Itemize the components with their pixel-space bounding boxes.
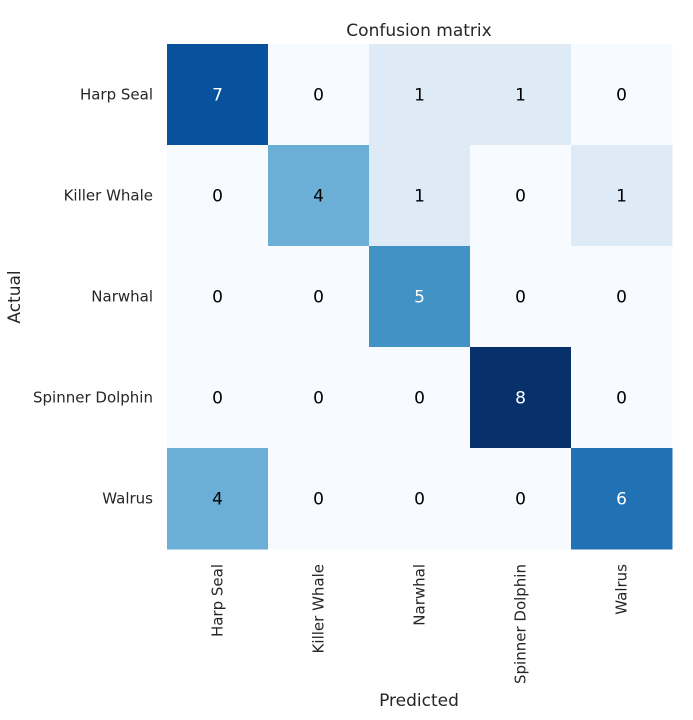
cell-value-label: 7 [212, 86, 223, 106]
cell-value-label: 1 [414, 187, 425, 207]
heatmap-cell-harp-seal-killer-whale [268, 44, 370, 146]
cell-value-label: 0 [616, 288, 627, 308]
y-tick-label-killer-whale: Killer Whale [64, 187, 153, 205]
cell-value-label: 1 [515, 86, 526, 106]
y-axis-tick-labels: Harp Seal Killer Whale Narwhal Spinner Dolp… [33, 86, 153, 508]
heatmap-cell-walrus-narwhal [369, 448, 471, 550]
cell-value-label: 0 [414, 389, 425, 409]
heatmap-cell-narwhal-spinner-dolphin [470, 246, 572, 348]
cell-value-label: 0 [212, 288, 223, 308]
heatmap-cell-spinner-dolphin-killer-whale [268, 347, 370, 449]
cell-value-label: 0 [515, 187, 526, 207]
heatmap-cell-walrus-killer-whale [268, 448, 370, 550]
cell-value-label: 5 [414, 288, 425, 308]
heatmap-cell-narwhal-narwhal [369, 246, 471, 348]
x-tick-label-walrus: Walrus [613, 564, 631, 615]
cell-value-label: 6 [616, 490, 627, 510]
cell-value-label: 0 [515, 490, 526, 510]
cell-value-label: 0 [414, 490, 425, 510]
y-tick-label-spinner-dolphin: Spinner Dolphin [33, 389, 153, 407]
cell-value-label: 0 [616, 389, 627, 409]
chart-title: Confusion matrix [346, 21, 491, 41]
cell-value-label: 1 [414, 86, 425, 106]
cell-value-label: 0 [212, 187, 223, 207]
heatmap-cell-killer-whale-killer-whale [268, 145, 370, 247]
x-tick-label-spinner-dolphin: Spinner Dolphin [512, 564, 530, 684]
x-axis-tick-labels: Harp Seal Killer Whale Narwhal Spinner Dolp… [209, 564, 631, 684]
y-axis-label: Actual [5, 270, 25, 323]
cell-value-label: 0 [313, 86, 324, 106]
heatmap-cells: 7 0 1 1 0 0 4 1 0 1 0 0 5 0 0 0 0 0 8 0 4 0 0 0 6 [167, 44, 673, 550]
cell-value-label: 0 [616, 86, 627, 106]
cell-value-label: 0 [313, 288, 324, 308]
x-tick-label-killer-whale: Killer Whale [310, 564, 328, 653]
y-tick-label-walrus: Walrus [102, 490, 153, 508]
heatmap-cell-killer-whale-harp-seal [167, 145, 269, 247]
heatmap-cell-walrus-harp-seal [167, 448, 269, 550]
x-tick-label-harp-seal: Harp Seal [209, 564, 227, 637]
cell-value-label: 0 [313, 490, 324, 510]
heatmap-cell-harp-seal-walrus [571, 44, 673, 146]
y-tick-label-narwhal: Narwhal [91, 288, 153, 306]
heatmap-cell-spinner-dolphin-spinner-dolphin [470, 347, 572, 449]
heatmap-cell-narwhal-harp-seal [167, 246, 269, 348]
heatmap-cell-killer-whale-spinner-dolphin [470, 145, 572, 247]
cell-value-label: 0 [515, 288, 526, 308]
cell-value-label: 0 [212, 389, 223, 409]
cell-value-label: 4 [212, 490, 223, 510]
heatmap-cell-walrus-walrus [571, 448, 673, 550]
cell-value-label: 1 [616, 187, 627, 207]
heatmap-cell-spinner-dolphin-narwhal [369, 347, 471, 449]
y-tick-label-harp-seal: Harp Seal [80, 86, 153, 104]
x-tick-label-narwhal: Narwhal [411, 564, 429, 626]
heatmap-cell-killer-whale-walrus [571, 145, 673, 247]
heatmap-cell-spinner-dolphin-walrus [571, 347, 673, 449]
heatmap-cell-narwhal-walrus [571, 246, 673, 348]
heatmap-cell-killer-whale-narwhal [369, 145, 471, 247]
heatmap-cell-narwhal-killer-whale [268, 246, 370, 348]
heatmap-cell-harp-seal-harp-seal [167, 44, 269, 146]
x-axis-label: Predicted [379, 691, 459, 711]
cell-value-label: 8 [515, 389, 526, 409]
cell-value-label: 4 [313, 187, 324, 207]
heatmap-cell-spinner-dolphin-harp-seal [167, 347, 269, 449]
heatmap-cell-harp-seal-narwhal [369, 44, 471, 146]
cell-value-label: 0 [313, 389, 324, 409]
heatmap-cell-walrus-spinner-dolphin [470, 448, 572, 550]
heatmap-cell-harp-seal-spinner-dolphin [470, 44, 572, 146]
